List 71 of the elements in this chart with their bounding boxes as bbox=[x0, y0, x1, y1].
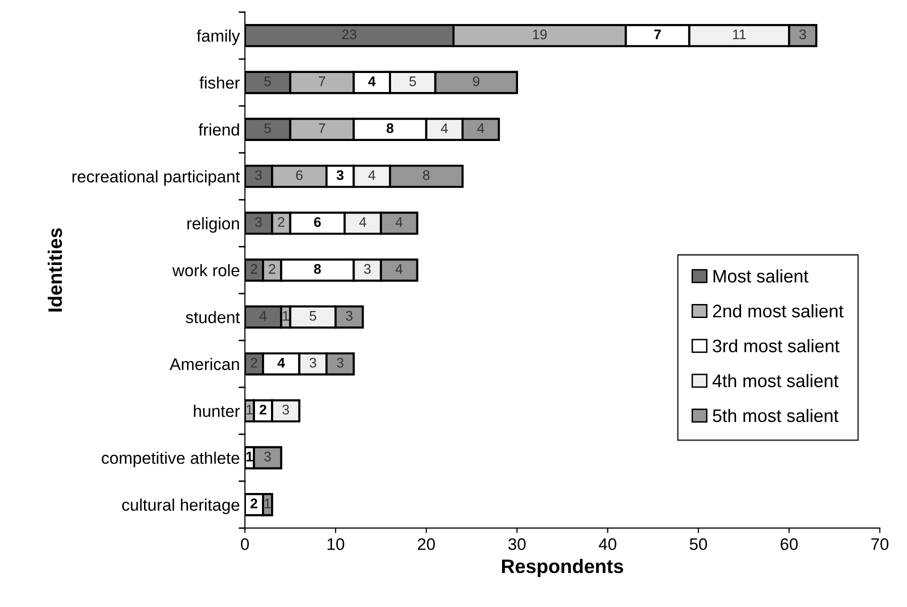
x-tick-label: 60 bbox=[780, 538, 798, 550]
x-tick-label: 0 bbox=[240, 538, 249, 550]
data-label: 1 bbox=[282, 311, 289, 321]
y-tick-label: recreational participant bbox=[72, 170, 240, 186]
data-label: 5 bbox=[409, 76, 416, 86]
data-label: 4 bbox=[368, 170, 376, 180]
data-label: 4 bbox=[259, 311, 266, 321]
data-label: 3 bbox=[255, 170, 262, 180]
data-label: 5 bbox=[310, 311, 316, 321]
data-label: 3 bbox=[310, 358, 316, 368]
legend-label: 2nd most salient bbox=[713, 304, 844, 318]
data-label: 3 bbox=[282, 404, 289, 415]
y-tick-label: religion bbox=[187, 217, 239, 233]
data-label: 3 bbox=[799, 29, 806, 40]
y-tick-label: hunter bbox=[194, 404, 240, 418]
y-tick-label: family bbox=[196, 30, 240, 46]
x-tick-label: 10 bbox=[328, 538, 344, 550]
data-label: 3 bbox=[336, 358, 344, 368]
legend-label: 5th most salient bbox=[712, 408, 838, 422]
data-label: 6 bbox=[314, 217, 321, 227]
data-label: 2 bbox=[278, 217, 284, 227]
data-label: 2 bbox=[250, 498, 258, 508]
data-label: 5 bbox=[264, 123, 271, 134]
data-label: 4 bbox=[396, 264, 403, 274]
legend-label: 4th most salient bbox=[712, 374, 838, 388]
data-label: 4 bbox=[278, 358, 285, 368]
data-label: 2 bbox=[250, 264, 258, 274]
y-tick-label: competitive athlete bbox=[102, 452, 240, 468]
data-label: 3 bbox=[346, 310, 352, 321]
data-label: 7 bbox=[318, 123, 326, 133]
data-label: 1 bbox=[246, 452, 253, 462]
y-tick-label: friend bbox=[198, 123, 239, 136]
data-label: 23 bbox=[342, 29, 356, 40]
data-label: 8 bbox=[314, 264, 321, 274]
data-label: 1 bbox=[246, 404, 253, 414]
data-label: 2 bbox=[260, 404, 266, 414]
data-label: 1 bbox=[264, 498, 271, 508]
data-label: 3 bbox=[255, 217, 262, 227]
x-axis-title: Respondents bbox=[502, 558, 624, 578]
legend-label: 3rd most salient bbox=[712, 339, 840, 352]
x-tick-label: 20 bbox=[418, 538, 435, 550]
data-label: 4 bbox=[368, 76, 376, 86]
data-label: 7 bbox=[318, 76, 326, 86]
data-label: 6 bbox=[296, 170, 303, 180]
x-tick-label: 50 bbox=[690, 538, 708, 550]
y-tick-label: fisher bbox=[200, 76, 240, 89]
data-label: 19 bbox=[533, 29, 547, 40]
data-label: 3 bbox=[264, 452, 271, 462]
data-label: 3 bbox=[336, 170, 344, 180]
data-label: 4 bbox=[440, 123, 448, 133]
data-label: 3 bbox=[364, 264, 371, 274]
data-label: 2 bbox=[268, 264, 276, 274]
data-label: 2 bbox=[250, 358, 258, 368]
y-tick-label: cultural heritage bbox=[122, 498, 240, 514]
y-axis-title: Identities bbox=[48, 228, 62, 312]
x-tick-label: 70 bbox=[871, 538, 888, 550]
data-label: 4 bbox=[477, 123, 484, 133]
data-label: 11 bbox=[733, 30, 746, 40]
legend-label: Most salient bbox=[714, 269, 808, 283]
data-label: 4 bbox=[359, 217, 366, 227]
data-label: 9 bbox=[472, 76, 480, 86]
data-label: 8 bbox=[386, 123, 394, 134]
x-tick-label: 30 bbox=[508, 538, 526, 550]
y-tick-label: work role bbox=[172, 264, 240, 276]
y-tick-label: American bbox=[170, 358, 239, 370]
data-label: 4 bbox=[396, 217, 403, 227]
data-label: 7 bbox=[654, 30, 661, 40]
data-label: 8 bbox=[423, 170, 430, 180]
x-tick-label: 40 bbox=[598, 538, 616, 550]
data-label: 5 bbox=[264, 76, 271, 86]
y-tick-label: student bbox=[186, 310, 240, 324]
